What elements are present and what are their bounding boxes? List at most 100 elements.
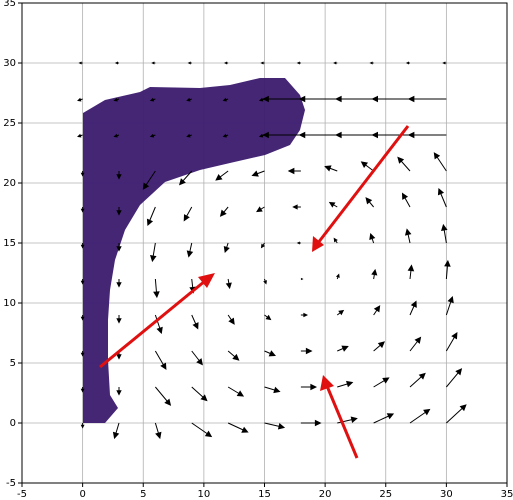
quiver-arrow [142,170,156,190]
quiver-arrow [444,259,451,280]
quiver-arrow [300,277,304,281]
quiver-arrow [114,61,119,65]
red-arrow [325,385,359,459]
quiver-arrow [263,278,267,285]
red-arrow [99,279,206,369]
quiver-arrow [187,61,192,65]
quiver-arrow [298,131,338,139]
quiver-arrow [183,206,193,222]
x-tick-label: 15 [258,489,271,500]
quiver-arrow [80,171,85,177]
quiver-arrow [80,315,85,321]
quiver-arrow [397,156,411,172]
y-tick-label: -5 [6,478,16,489]
quiver-arrow [371,268,378,280]
quiver-arrow [405,61,410,65]
quiver-arrow [80,387,85,393]
quiver-arrow [186,242,194,258]
quiver-arrow [369,232,376,244]
quiver-arrow [296,241,301,245]
quiver-arrow [373,341,385,352]
quiver-arrow [441,223,448,244]
quiver-arrow [371,95,410,103]
quiver-arrow [151,61,156,65]
y-tick-label: 15 [3,238,16,249]
quiver-arrow [373,413,395,424]
quiver-arrow [335,95,374,103]
quiver-arrow [445,332,458,352]
quiver-arrow [260,242,266,249]
quiver-arrow [116,171,122,180]
quiver-arrow [298,95,338,103]
quiver [77,61,467,440]
y-tick-label: 0 [10,418,16,429]
quiver-arrow [337,345,349,352]
quiver-arrow [287,167,301,175]
quiver-arrow [116,387,122,396]
quiver-arrow [262,95,301,103]
quiver-arrow [116,315,122,324]
quiver-arrow [296,61,301,65]
x-tick-label: 5 [140,489,146,500]
quiver-arrow [442,61,447,65]
quiver-arrow [360,161,374,172]
quiver-arrow [300,347,313,355]
quiver-arrow [446,404,467,424]
quiver-arrow [116,279,122,288]
y-tick-label: 35 [3,0,16,9]
x-tick-label: 0 [79,489,85,500]
quiver-arrow [112,422,120,440]
quiver-arrow [328,201,338,208]
quiver-arrow [333,61,338,65]
quiver-arrow [262,131,301,139]
quiver-arrow [113,97,120,102]
annotations [99,125,410,459]
quiver-arrow [150,242,157,263]
quiver-arrow [324,165,338,172]
quiver-arrow [335,273,340,280]
region [83,78,305,423]
red-arrow-head [320,375,334,391]
quiver-arrow [433,152,447,172]
quiver-arrow [337,380,354,388]
quiver-arrow [225,278,232,290]
quiver-arrow [409,336,422,352]
quiver-arrow [227,314,235,325]
quiver-arrow [251,170,265,177]
quiver-arrow [264,422,286,430]
quiver-arrow [300,383,317,391]
quiver-arrow [223,242,230,254]
quiver-arrow [186,133,192,138]
x-tick-label: 35 [501,489,513,500]
quiver-arrow [154,386,172,406]
quiver-arrow [77,97,83,102]
quiver-arrow [445,295,454,316]
quiver-arrow [292,204,301,210]
quiver-arrow [373,305,381,316]
quiver-arrow [154,350,167,370]
quiver-arrow [227,422,249,433]
y-tick-label: 10 [3,298,16,309]
quiver-arrow [80,351,85,357]
red-arrow [316,125,410,244]
quiver-arrow [222,133,229,138]
quiver-arrow [116,243,122,252]
y-tick-label: 5 [10,358,16,369]
red-arrow-head [312,236,324,252]
quiver-arrow [227,350,240,361]
quiver-arrow [365,197,375,208]
quiver-arrow [215,170,229,181]
quiver-arrow [256,206,265,213]
quiver-arrow [407,95,447,103]
quiver-arrow [335,131,374,139]
quiver-arrow [336,309,345,316]
quiver-arrow [191,314,199,330]
quiver-arrow [153,278,160,299]
x-tick-label: 10 [198,489,211,500]
quiver-arrow [113,133,120,138]
quiver-arrow [264,386,281,394]
quiver-arrow [154,422,162,440]
y-tick-label: 20 [3,178,16,189]
